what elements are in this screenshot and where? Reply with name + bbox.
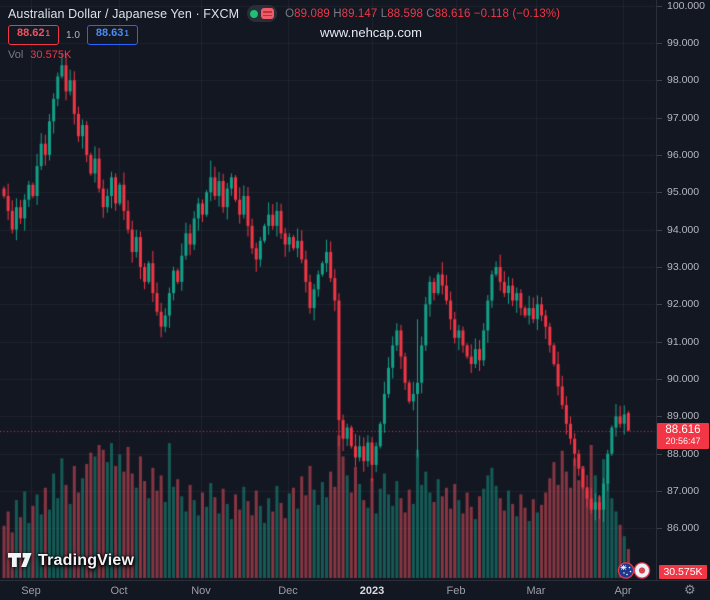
price-tick-mark <box>657 192 662 193</box>
price-tick-mark <box>657 267 662 268</box>
price-tick-mark <box>657 118 662 119</box>
axis-settings-gear-icon[interactable]: ⚙ <box>684 583 696 598</box>
time-tick-label: Mar <box>526 585 546 597</box>
price-tick-mark <box>657 80 662 81</box>
time-axis[interactable]: Sep Oct Nov Dec 2023 Feb Mar Apr <box>0 580 710 600</box>
price-tick-label: 98.000 <box>667 74 700 86</box>
price-tick-label: 94.000 <box>667 224 700 236</box>
japan-flag-icon <box>633 562 651 579</box>
close-value: 88.616 <box>434 7 471 20</box>
buy-price-pip: 1 <box>124 29 129 38</box>
tradingview-logo-text: TradingView <box>38 552 135 569</box>
time-tick-label: Nov <box>191 585 211 597</box>
sell-button[interactable]: 88.62 1 <box>8 25 59 45</box>
price-tick-label: 88.000 <box>667 448 700 460</box>
tradingview-mark-icon <box>8 553 32 567</box>
price-tick-label: 89.000 <box>667 410 700 422</box>
price-tick-label: 96.000 <box>667 149 700 161</box>
price-tick-mark <box>657 528 662 529</box>
current-price-value: 88.616 <box>665 424 701 436</box>
price-tick-label: 86.000 <box>667 522 700 534</box>
time-tick-label: Apr <box>614 585 632 597</box>
symbol-title[interactable]: Australian Dollar / Japanese Yen · FXCM <box>8 6 240 21</box>
sell-price-pip: 1 <box>45 29 50 38</box>
volume-indicator-value: 30.575K <box>30 49 72 61</box>
price-tick-label: 95.000 <box>667 186 700 198</box>
time-tick-label: Sep <box>21 585 41 597</box>
price-tick-mark <box>657 230 662 231</box>
buy-price: 88.63 <box>95 27 124 39</box>
time-tick-label: Feb <box>446 585 466 597</box>
sell-price: 88.62 <box>17 27 45 39</box>
volume-indicator-row: Vol 30.575K <box>8 49 71 61</box>
low-value: 88.598 <box>387 7 423 20</box>
price-tick-mark <box>657 155 662 156</box>
time-tick-label: Dec <box>278 585 298 597</box>
price-tick-label: 100.000 <box>667 0 705 12</box>
sell-panel-icon <box>261 8 275 19</box>
market-status-toggle[interactable] <box>247 5 278 22</box>
price-tick-mark <box>657 416 662 417</box>
price-tick-label: 91.000 <box>667 336 700 348</box>
pair-flags[interactable] <box>616 561 652 580</box>
price-tick-label: 92.000 <box>667 298 700 310</box>
time-tick-label: 2023 <box>359 585 385 597</box>
volume-indicator-label[interactable]: Vol <box>8 49 24 61</box>
high-label: H <box>333 7 342 20</box>
change-value: −0.118 (−0.13%) <box>473 7 561 20</box>
price-tick-label: 87.000 <box>667 485 700 497</box>
current-price-badge: 88.616 20:56:47 <box>657 423 709 449</box>
time-tick-label: Oct <box>110 585 128 597</box>
australia-flag-icon <box>617 562 635 579</box>
close-label: C <box>426 7 435 20</box>
price-tick-mark <box>657 43 662 44</box>
high-value: 89.147 <box>341 7 378 20</box>
ohlc-readout: O89.089 H89.147 L88.598 C88.616 −0.118 (… <box>285 8 560 20</box>
price-tick-label: 97.000 <box>667 112 700 124</box>
market-open-dot-icon <box>250 9 259 18</box>
price-tick-mark <box>657 6 662 7</box>
price-tick-mark <box>657 454 662 455</box>
watermark-text: www.nehcap.com <box>320 25 422 40</box>
price-tick-mark <box>657 304 662 305</box>
price-tick-mark <box>657 491 662 492</box>
price-tick-label: 93.000 <box>667 261 700 273</box>
price-tick-label: 99.000 <box>667 37 700 49</box>
last-volume-badge: 30.575K <box>659 565 707 579</box>
price-tick-label: 90.000 <box>667 373 700 385</box>
tradingview-logo[interactable]: TradingView <box>8 552 134 570</box>
price-tick-mark <box>657 342 662 343</box>
price-axis[interactable]: 100.000 99.000 98.000 97.000 96.000 95.000 94.… <box>656 0 710 580</box>
bar-countdown: 20:56:47 <box>665 435 701 446</box>
open-label: O <box>285 7 295 20</box>
price-tick-mark <box>657 379 662 380</box>
buy-button[interactable]: 88.63 1 <box>86 25 138 45</box>
open-value: 89.089 <box>294 7 330 20</box>
spread-value: 1.0 <box>65 29 80 41</box>
low-label: L <box>380 7 388 20</box>
